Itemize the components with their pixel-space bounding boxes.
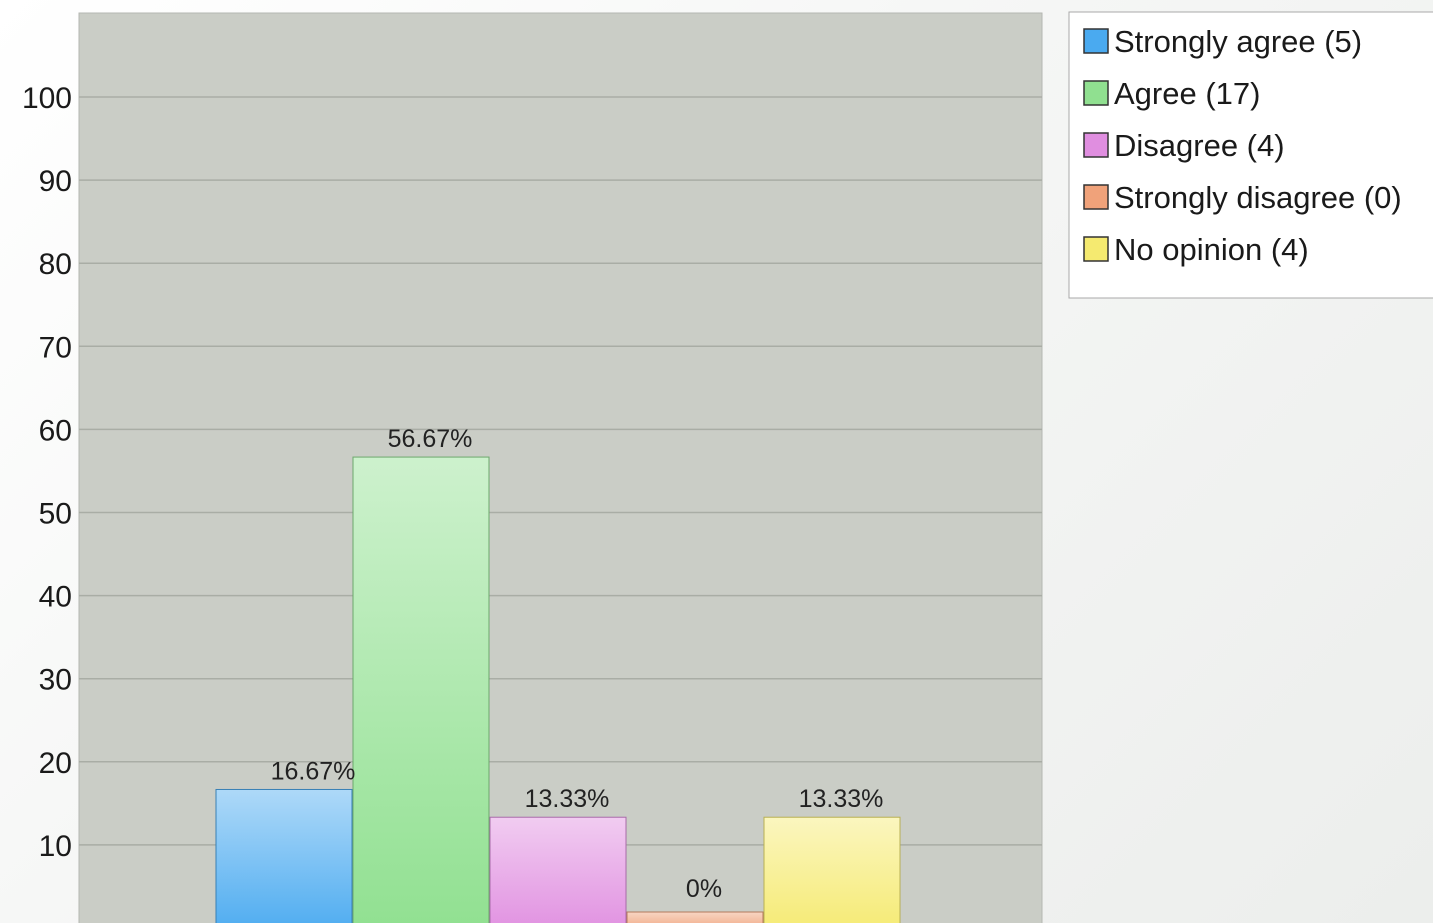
bar-agree [352, 456, 490, 923]
legend-label-no-opinion: No opinion (4) [1114, 232, 1309, 267]
data-label-strongly-disagree: 0% [686, 875, 722, 903]
bars [215, 456, 901, 923]
legend-label-strongly-agree: Strongly agree (5) [1114, 24, 1362, 59]
legend-swatch-no-opinion [1083, 236, 1109, 262]
bar-strongly-agree [215, 788, 353, 923]
y-axis-tick-labels: 10 20 30 40 50 60 70 80 90 100 [22, 82, 72, 863]
y-tick-label: 60 [39, 414, 72, 447]
y-tick-label: 70 [39, 331, 72, 364]
y-tick-label: 30 [39, 664, 72, 697]
legend-swatch-strongly-disagree [1083, 184, 1109, 210]
data-label-disagree: 13.33% [525, 785, 610, 813]
y-tick-label: 100 [22, 82, 72, 115]
data-label-strongly-agree: 16.67% [271, 757, 356, 785]
data-labels: 16.67% 56.67% 13.33% 0% 13.33% [271, 425, 884, 903]
plot-area [78, 12, 1043, 923]
y-tick-label: 80 [39, 248, 72, 281]
y-tick-label: 50 [39, 498, 72, 531]
legend-swatch-strongly-agree [1083, 28, 1109, 54]
legend-box [1068, 11, 1433, 299]
legend-label-agree: Agree (17) [1114, 76, 1260, 111]
legend-label-disagree: Disagree (4) [1114, 128, 1285, 163]
legend-label-strongly-disagree: Strongly disagree (0) [1114, 180, 1402, 215]
bar-strongly-disagree [626, 911, 764, 923]
data-label-no-opinion: 13.33% [799, 785, 884, 813]
bar-no-opinion [763, 816, 901, 923]
y-tick-label: 90 [39, 165, 72, 198]
y-tick-label: 40 [39, 581, 72, 614]
y-tick-label: 20 [39, 747, 72, 780]
legend: Strongly agree (5) Agree (17) Disagree (4)… [1068, 11, 1433, 299]
data-label-agree: 56.67% [388, 425, 473, 453]
legend-swatch-agree [1083, 80, 1109, 106]
bar-disagree [489, 816, 627, 923]
legend-swatch-disagree [1083, 132, 1109, 158]
y-tick-label: 10 [39, 830, 72, 863]
